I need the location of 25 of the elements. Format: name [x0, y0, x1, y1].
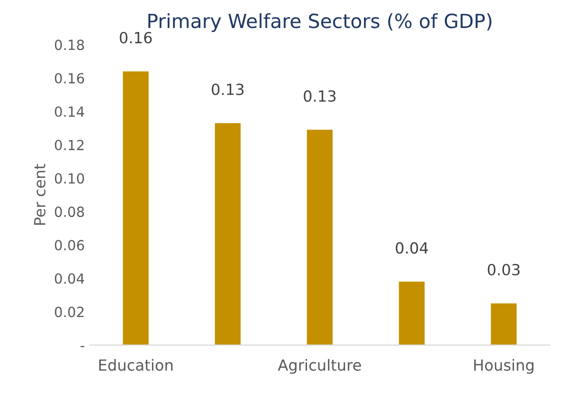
y-axis-title: Per cent [34, 164, 46, 225]
y-tick-label: 0.14 [54, 106, 84, 117]
y-tick-label: 0.04 [54, 273, 84, 284]
data-label: 0.13 [212, 84, 244, 96]
chart-title: Primary Welfare Sectors (% of GDP) [148, 13, 492, 32]
y-tick-label: 0.16 [54, 73, 84, 84]
y-tick-label: 0.06 [54, 240, 84, 250]
data-label: 0.04 [396, 242, 428, 254]
y-tick-label: 0.02 [54, 306, 84, 318]
y-tick-label: 0.12 [54, 140, 84, 150]
y-tick-label: 0.18 [54, 40, 84, 50]
bar [122, 71, 149, 346]
data-label: 0.13 [304, 90, 336, 102]
bar [214, 123, 241, 346]
data-label: 0.16 [120, 32, 152, 44]
x-tick-label: Housing [474, 358, 534, 374]
x-tick-label: Education [99, 358, 172, 371]
y-tick-label: - [80, 346, 84, 348]
bar [306, 130, 333, 346]
data-label: 0.03 [488, 264, 520, 276]
bar [398, 282, 425, 346]
y-tick-label: 0.08 [54, 206, 84, 218]
y-tick-label: 0.10 [54, 173, 84, 184]
x-tick-label: Agriculture [278, 358, 361, 374]
bar [490, 303, 517, 346]
